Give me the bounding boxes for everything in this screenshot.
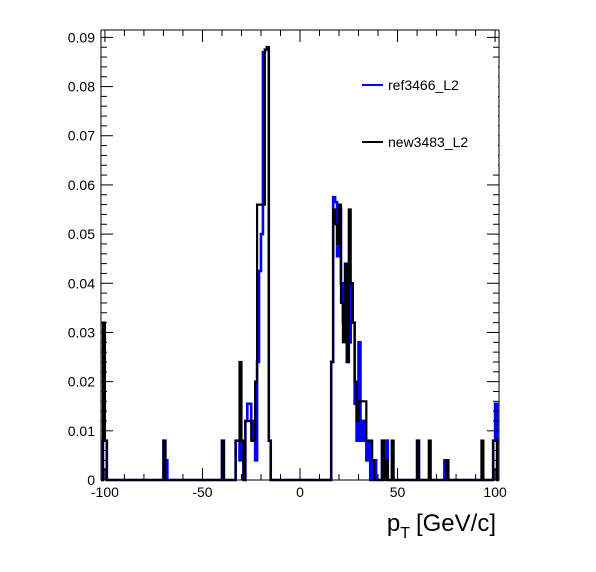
x-tick-label: 100 (483, 484, 507, 500)
x-tick-label: 0 (296, 484, 304, 500)
x-tick-label: -100 (91, 484, 119, 500)
y-tick-label: 0.05 (68, 226, 95, 242)
y-tick-label: 0.09 (68, 29, 95, 45)
y-tick-label: 0.02 (68, 374, 95, 390)
legend: ref3466_L2 new3483_L2 (355, 62, 498, 170)
y-tick-label: 0.03 (68, 324, 95, 340)
y-tick-label: 0 (87, 472, 95, 488)
x-tick-label: -50 (192, 484, 212, 500)
y-tick-label: 0.06 (68, 177, 95, 193)
y-tick-label: 0.08 (68, 79, 95, 95)
x-tick-label: 50 (390, 484, 406, 500)
legend-box (355, 62, 498, 170)
legend-label-ref: ref3466_L2 (388, 77, 459, 93)
y-tick-label: 0.01 (68, 423, 95, 439)
y-tick-label: 0.07 (68, 128, 95, 144)
x-axis-title-unit: [GeV/c] (416, 510, 496, 537)
x-axis-title: pT [GeV/c] (387, 510, 496, 542)
y-tick-label: 0.04 (68, 275, 95, 291)
x-axis-title-main: p (387, 510, 400, 537)
legend-label-new: new3483_L2 (388, 134, 468, 150)
x-axis-title-subscript: T (400, 525, 410, 542)
